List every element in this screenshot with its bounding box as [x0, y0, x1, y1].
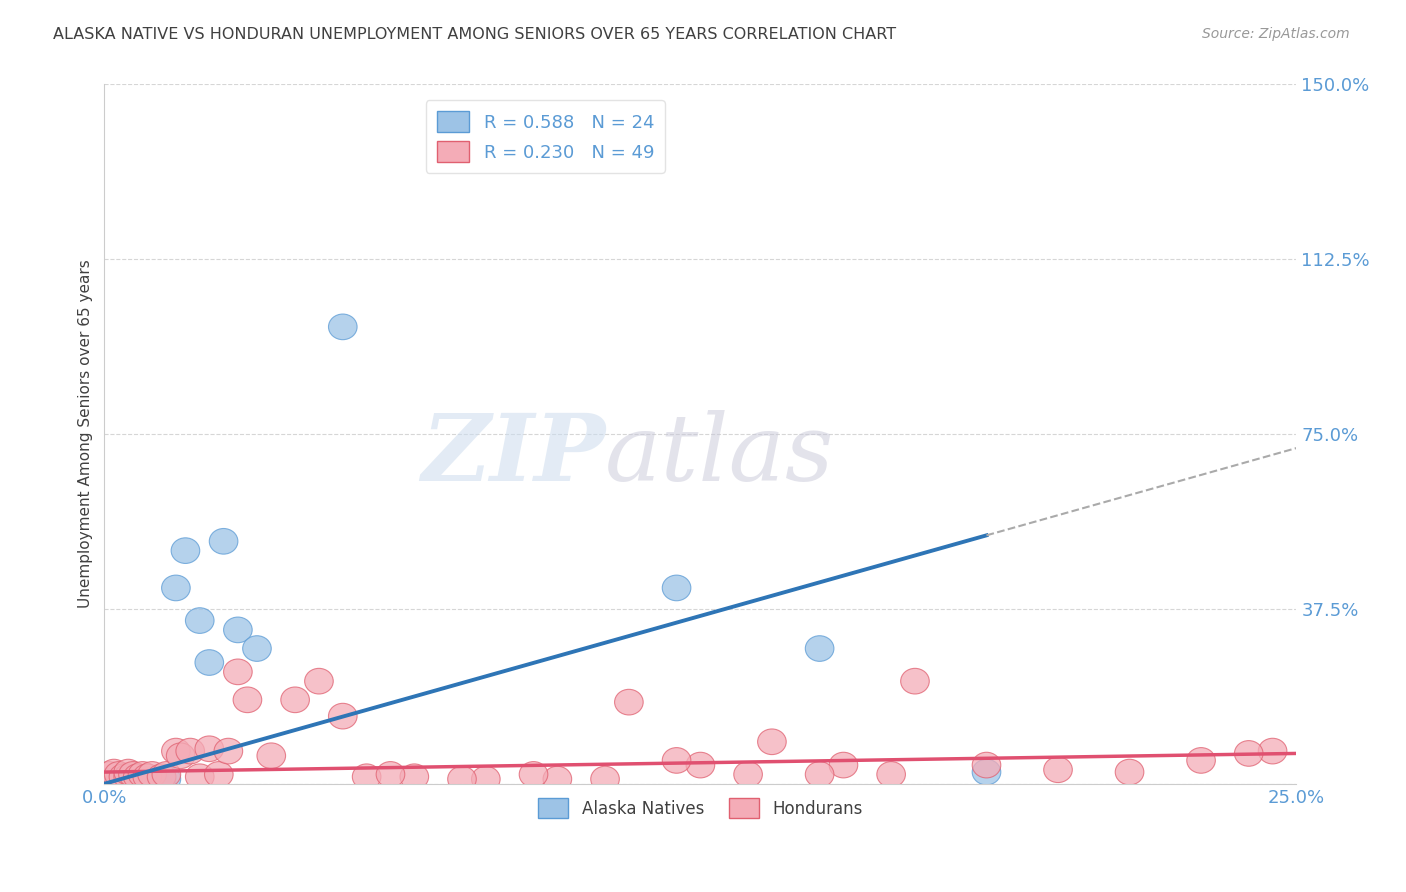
Ellipse shape [543, 766, 572, 792]
Ellipse shape [118, 762, 148, 788]
Ellipse shape [195, 649, 224, 675]
Ellipse shape [257, 743, 285, 769]
Ellipse shape [1115, 759, 1144, 785]
Ellipse shape [110, 764, 138, 789]
Ellipse shape [195, 736, 224, 762]
Ellipse shape [233, 687, 262, 713]
Ellipse shape [128, 762, 157, 788]
Ellipse shape [972, 759, 1001, 785]
Ellipse shape [152, 762, 181, 788]
Ellipse shape [110, 767, 138, 793]
Text: atlas: atlas [605, 410, 835, 500]
Ellipse shape [471, 766, 501, 792]
Ellipse shape [901, 668, 929, 694]
Ellipse shape [118, 769, 148, 794]
Ellipse shape [224, 659, 252, 685]
Ellipse shape [377, 762, 405, 788]
Ellipse shape [806, 762, 834, 788]
Ellipse shape [100, 759, 128, 785]
Ellipse shape [209, 528, 238, 554]
Ellipse shape [1043, 757, 1073, 782]
Ellipse shape [114, 759, 142, 785]
Ellipse shape [100, 769, 128, 794]
Ellipse shape [662, 747, 690, 773]
Ellipse shape [686, 752, 714, 778]
Ellipse shape [972, 752, 1001, 778]
Ellipse shape [138, 762, 166, 788]
Ellipse shape [806, 636, 834, 661]
Ellipse shape [124, 764, 152, 789]
Ellipse shape [614, 690, 643, 715]
Ellipse shape [591, 766, 620, 792]
Ellipse shape [148, 764, 176, 789]
Ellipse shape [243, 636, 271, 661]
Ellipse shape [662, 575, 690, 600]
Legend: Alaska Natives, Hondurans: Alaska Natives, Hondurans [531, 792, 869, 824]
Ellipse shape [152, 766, 181, 792]
Ellipse shape [128, 769, 157, 794]
Ellipse shape [104, 769, 134, 794]
Ellipse shape [94, 769, 124, 794]
Ellipse shape [204, 762, 233, 788]
Ellipse shape [176, 739, 204, 764]
Ellipse shape [1187, 747, 1215, 773]
Ellipse shape [329, 314, 357, 340]
Ellipse shape [305, 668, 333, 694]
Ellipse shape [162, 575, 190, 600]
Ellipse shape [353, 764, 381, 789]
Ellipse shape [142, 769, 172, 794]
Ellipse shape [124, 766, 152, 792]
Y-axis label: Unemployment Among Seniors over 65 years: Unemployment Among Seniors over 65 years [79, 260, 93, 608]
Ellipse shape [877, 762, 905, 788]
Ellipse shape [172, 538, 200, 564]
Ellipse shape [447, 766, 477, 792]
Ellipse shape [214, 739, 243, 764]
Ellipse shape [148, 767, 176, 793]
Ellipse shape [104, 762, 134, 788]
Ellipse shape [281, 687, 309, 713]
Ellipse shape [401, 764, 429, 789]
Ellipse shape [114, 764, 142, 789]
Ellipse shape [134, 767, 162, 793]
Ellipse shape [94, 762, 124, 788]
Text: ZIP: ZIP [420, 410, 605, 500]
Ellipse shape [186, 764, 214, 789]
Ellipse shape [1258, 739, 1286, 764]
Ellipse shape [138, 766, 166, 792]
Text: ALASKA NATIVE VS HONDURAN UNEMPLOYMENT AMONG SENIORS OVER 65 YEARS CORRELATION C: ALASKA NATIVE VS HONDURAN UNEMPLOYMENT A… [53, 27, 897, 42]
Ellipse shape [224, 617, 252, 643]
Ellipse shape [734, 762, 762, 788]
Ellipse shape [758, 729, 786, 755]
Ellipse shape [114, 766, 142, 792]
Ellipse shape [329, 703, 357, 729]
Text: Source: ZipAtlas.com: Source: ZipAtlas.com [1202, 27, 1350, 41]
Ellipse shape [134, 764, 162, 789]
Ellipse shape [186, 607, 214, 633]
Ellipse shape [166, 743, 195, 769]
Ellipse shape [162, 739, 190, 764]
Ellipse shape [1234, 740, 1263, 766]
Ellipse shape [519, 762, 548, 788]
Ellipse shape [830, 752, 858, 778]
